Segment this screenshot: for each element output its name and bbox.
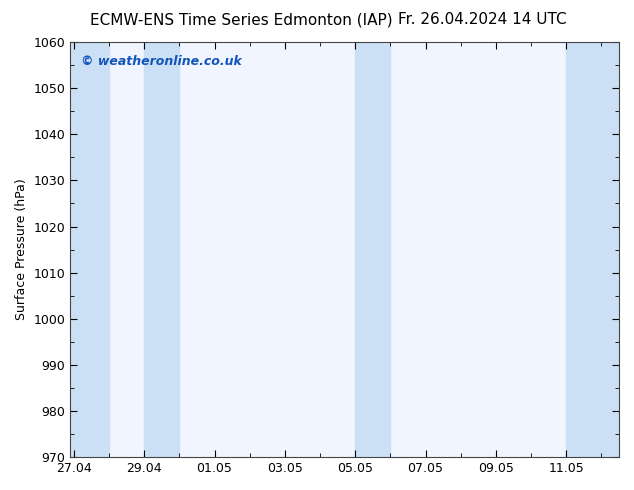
- Text: © weatheronline.co.uk: © weatheronline.co.uk: [81, 54, 242, 68]
- Bar: [144, 42, 179, 457]
- Text: ECMW-ENS Time Series Edmonton (IAP): ECMW-ENS Time Series Edmonton (IAP): [89, 12, 392, 27]
- Text: Fr. 26.04.2024 14 UTC: Fr. 26.04.2024 14 UTC: [398, 12, 566, 27]
- Bar: [70, 42, 109, 457]
- Bar: [566, 42, 619, 457]
- Bar: [355, 42, 391, 457]
- Y-axis label: Surface Pressure (hPa): Surface Pressure (hPa): [15, 179, 28, 320]
